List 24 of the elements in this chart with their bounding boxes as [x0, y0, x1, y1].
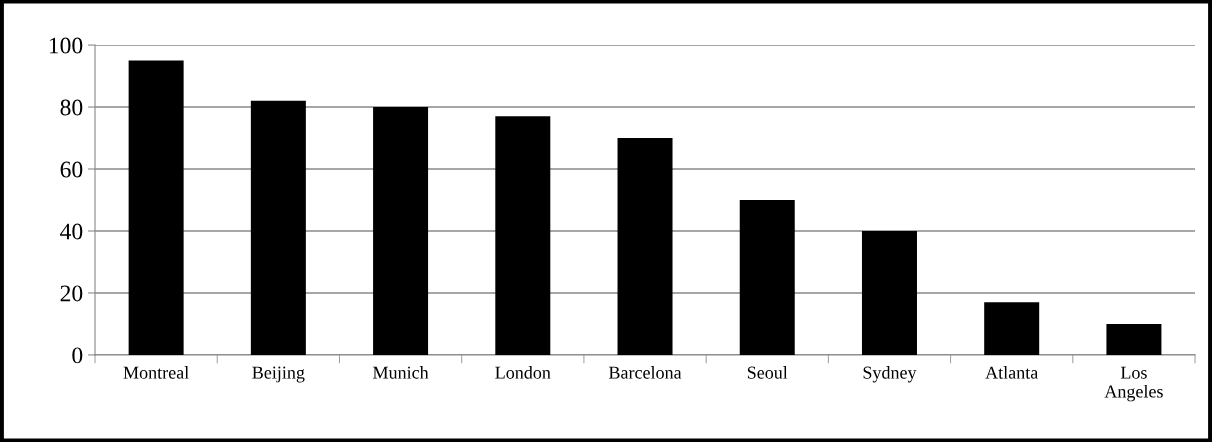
- x-tick-label: Beijing: [252, 366, 305, 383]
- x-tick-label: Barcelona: [608, 366, 682, 379]
- x-tick-label: Seoul: [747, 366, 788, 379]
- bar: [984, 302, 1040, 355]
- y-tick-label: 80: [60, 99, 83, 116]
- bar: [739, 200, 795, 355]
- y-tick-label: 0: [72, 347, 83, 364]
- x-tick-label: London: [495, 366, 551, 379]
- x-tick-label: Los Angeles: [1104, 366, 1163, 402]
- x-tick-label: Munich: [373, 366, 429, 379]
- x-tick-label: Montreal: [123, 366, 189, 379]
- y-tick-label: 60: [60, 161, 83, 178]
- bar: [373, 107, 429, 355]
- y-tick-label: 100: [49, 37, 83, 54]
- y-tick-label: 40: [60, 223, 83, 240]
- x-tick-label: Sydney: [863, 366, 917, 383]
- bar: [495, 116, 551, 355]
- bar: [128, 60, 184, 355]
- bar: [1106, 323, 1162, 355]
- bar: [250, 100, 306, 355]
- x-tick-label: Atlanta: [985, 366, 1039, 379]
- bar: [617, 138, 673, 355]
- bar: [861, 230, 917, 355]
- y-tick-label: 20: [60, 285, 83, 302]
